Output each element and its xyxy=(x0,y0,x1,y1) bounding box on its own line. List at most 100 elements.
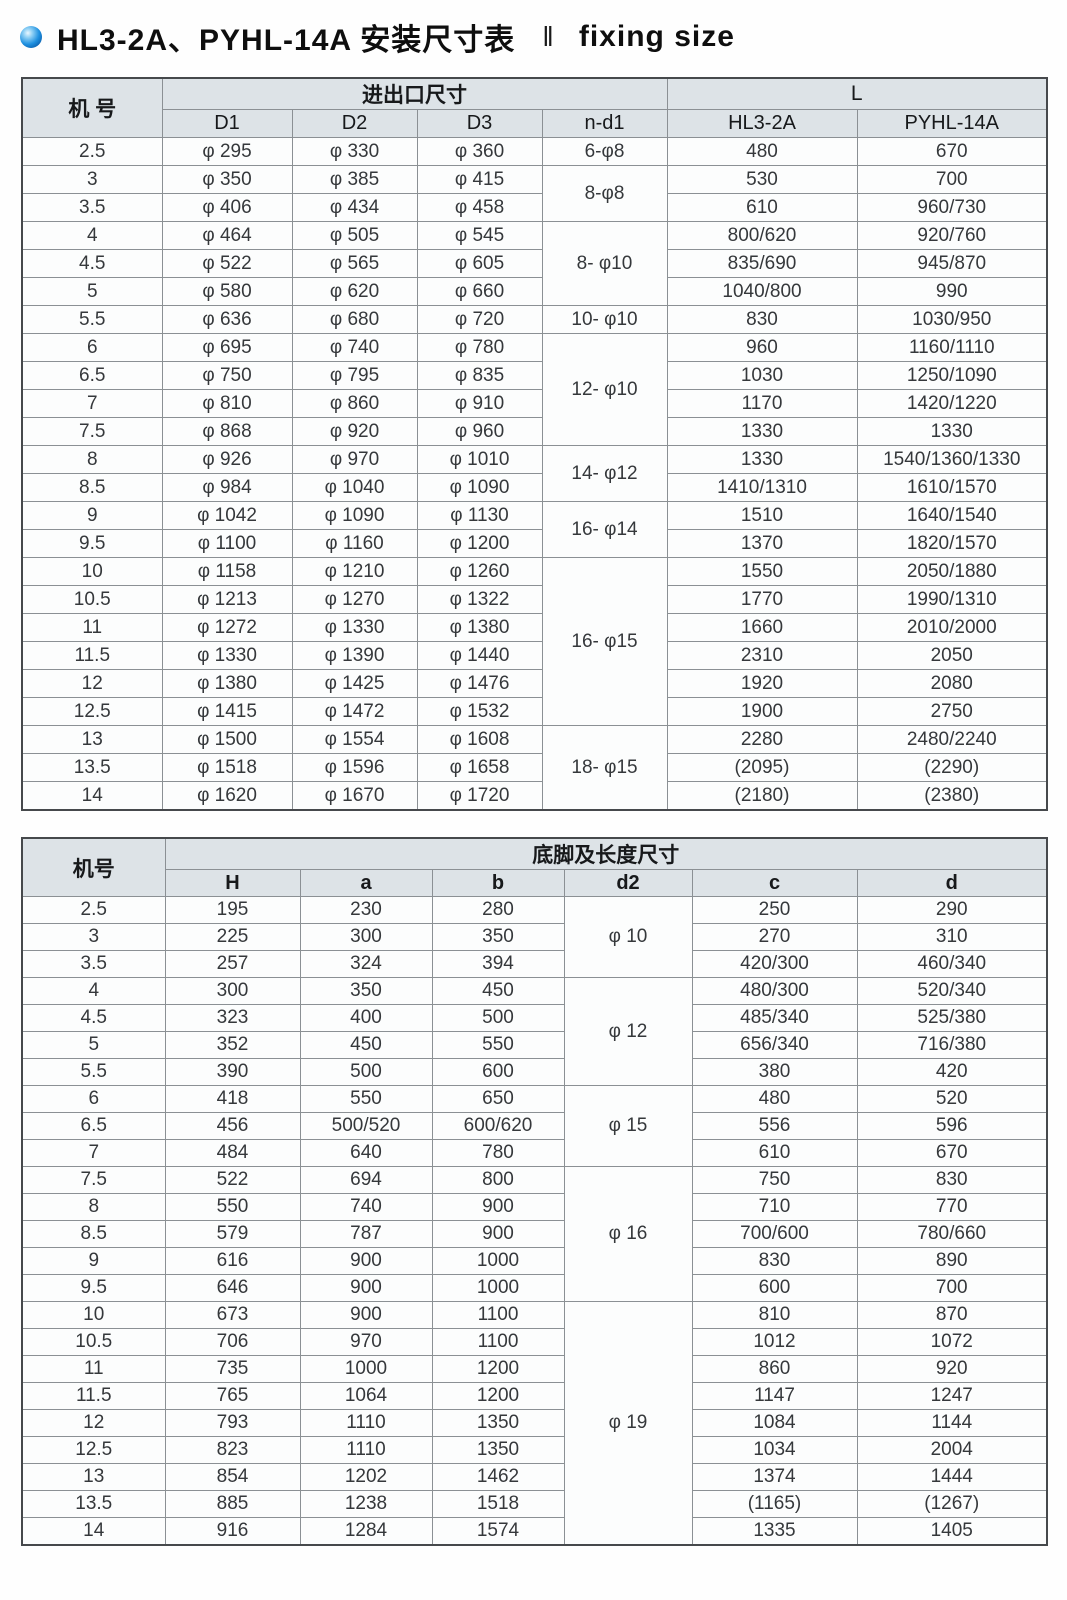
value-cell: 945/870 xyxy=(856,249,1048,278)
value-cell: φ 522 xyxy=(161,249,293,278)
value-cell: 1100 xyxy=(431,1328,565,1356)
value-cell: 787 xyxy=(299,1220,433,1248)
machine-no-cell: 5 xyxy=(21,277,163,306)
table-row: 4 300 350 450 φ 12 480/300 520/340 xyxy=(21,977,1048,1086)
machine-no-cell: 8.5 xyxy=(21,1220,166,1248)
value-cell: 1518 xyxy=(431,1490,565,1518)
table-row: 9.5 646 900 1000 600 700 xyxy=(21,1274,1048,1302)
value-cell: 1550 xyxy=(666,557,858,586)
value-cell: φ 605 xyxy=(416,249,543,278)
machine-no-cell: 2.5 xyxy=(21,137,163,166)
value-cell: 550 xyxy=(164,1193,301,1221)
value-cell: 1000 xyxy=(431,1247,565,1275)
value-cell: φ 350 xyxy=(161,165,293,194)
machine-no-cell: 12.5 xyxy=(21,697,163,726)
merged-group-cell: 12- φ10 xyxy=(541,333,668,446)
value-cell: 835/690 xyxy=(666,249,858,278)
value-cell: 670 xyxy=(856,1139,1048,1167)
table-row: 13.5 φ 1518 φ 1596 φ 1658 (2095) (2290) xyxy=(21,753,1048,782)
value-cell: 324 xyxy=(299,950,433,978)
value-cell: 656/340 xyxy=(691,1031,858,1059)
value-cell: 2050/1880 xyxy=(856,557,1048,586)
value-cell: φ 860 xyxy=(291,389,418,418)
table-row: 12 793 1110 1350 1084 1144 xyxy=(21,1409,1048,1437)
value-cell: 830 xyxy=(856,1166,1048,1194)
value-cell: φ 620 xyxy=(291,277,418,306)
machine-no-cell: 13.5 xyxy=(21,1490,166,1518)
value-cell: φ 1670 xyxy=(291,781,418,811)
value-cell: 1820/1570 xyxy=(856,529,1048,558)
value-cell: 2310 xyxy=(666,641,858,670)
value-cell: 300 xyxy=(164,977,301,1005)
value-cell: 780/660 xyxy=(856,1220,1048,1248)
value-cell: 610 xyxy=(666,193,858,222)
value-cell: 1374 xyxy=(691,1463,858,1491)
table-row: 13 φ 1500 φ 1554 φ 1608 18- φ15 2280 2480/2240 xyxy=(21,725,1048,811)
value-cell: 280 xyxy=(431,896,565,924)
value-cell: 1330 xyxy=(856,417,1048,446)
value-cell: 1510 xyxy=(666,501,858,530)
value-cell: 1990/1310 xyxy=(856,585,1048,614)
value-cell: 885 xyxy=(164,1490,301,1518)
machine-no-cell: 13.5 xyxy=(21,753,163,782)
value-cell: φ 1100 xyxy=(161,529,293,558)
table-row: 5.5 φ 636 φ 680 φ 720 10- φ10 830 1030/950 xyxy=(21,305,1048,334)
machine-no-cell: 7 xyxy=(21,1139,166,1167)
table2-col-h: H xyxy=(164,869,301,897)
value-cell: 1110 xyxy=(299,1409,433,1437)
value-cell: 900 xyxy=(431,1220,565,1248)
value-cell: 1144 xyxy=(856,1409,1048,1437)
value-cell: φ 1322 xyxy=(416,585,543,614)
value-cell: φ 1210 xyxy=(291,557,418,586)
machine-no-cell: 9.5 xyxy=(21,1274,166,1302)
table-row: 11.5 φ 1330 φ 1390 φ 1440 2310 2050 xyxy=(21,641,1048,670)
machine-no-cell: 10.5 xyxy=(21,585,163,614)
machine-no-cell: 8.5 xyxy=(21,473,163,502)
value-cell: 1770 xyxy=(666,585,858,614)
value-cell: 920 xyxy=(856,1355,1048,1383)
value-cell: 520 xyxy=(856,1085,1048,1113)
machine-no-cell: 6 xyxy=(21,1085,166,1113)
table-row: 13.5 885 1238 1518 (1165) (1267) xyxy=(21,1490,1048,1518)
value-cell: 225 xyxy=(164,923,301,951)
value-cell: 800/620 xyxy=(666,221,858,250)
value-cell: 596 xyxy=(856,1112,1048,1140)
value-cell: 650 xyxy=(431,1085,565,1113)
machine-no-cell: 5.5 xyxy=(21,305,163,334)
table-row: 5.5 390 500 600 380 420 xyxy=(21,1058,1048,1086)
table-row: 5 352 450 550 656/340 716/380 xyxy=(21,1031,1048,1059)
value-cell: φ 385 xyxy=(291,165,418,194)
value-cell: 1330 xyxy=(666,417,858,446)
value-cell: 456 xyxy=(164,1112,301,1140)
value-cell: 1200 xyxy=(431,1382,565,1410)
value-cell: 1200 xyxy=(431,1355,565,1383)
value-cell: φ 458 xyxy=(416,193,543,222)
table1-col-d2: D2 xyxy=(291,109,418,138)
value-cell: 1100 xyxy=(431,1301,565,1329)
value-cell: 1170 xyxy=(666,389,858,418)
merged-group-cell: 6-φ8 xyxy=(541,137,668,166)
value-cell: 550 xyxy=(299,1085,433,1113)
value-cell: φ 1042 xyxy=(161,501,293,530)
value-cell: φ 1440 xyxy=(416,641,543,670)
value-cell: φ 1040 xyxy=(291,473,418,502)
value-cell: φ 960 xyxy=(416,417,543,446)
value-cell: 616 xyxy=(164,1247,301,1275)
value-cell: 823 xyxy=(164,1436,301,1464)
value-cell: 420 xyxy=(856,1058,1048,1086)
value-cell: φ 406 xyxy=(161,193,293,222)
table-row: 6.5 456 500/520 600/620 556 596 xyxy=(21,1112,1048,1140)
table-row: 3.5 257 324 394 420/300 460/340 xyxy=(21,950,1048,978)
machine-no-cell: 14 xyxy=(21,1517,166,1546)
value-cell: φ 565 xyxy=(291,249,418,278)
value-cell: φ 984 xyxy=(161,473,293,502)
value-cell: 1920 xyxy=(666,669,858,698)
table1-col-pyhl-14a: PYHL-14A xyxy=(856,109,1048,138)
value-cell: φ 1330 xyxy=(161,641,293,670)
value-cell: 640 xyxy=(299,1139,433,1167)
value-cell: 700 xyxy=(856,1274,1048,1302)
value-cell: 450 xyxy=(431,977,565,1005)
value-cell: 257 xyxy=(164,950,301,978)
